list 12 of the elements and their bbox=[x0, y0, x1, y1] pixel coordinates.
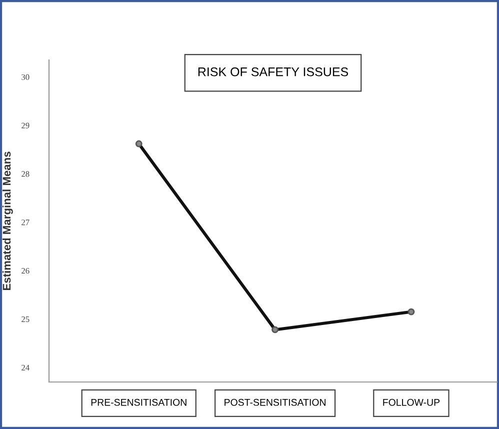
y-tick-label: 27 bbox=[22, 220, 30, 226]
y-tick-label: 30 bbox=[22, 74, 30, 80]
y-axis-title: Estimated Marginal Means bbox=[2, 152, 13, 290]
y-tick-label: 28 bbox=[22, 171, 30, 177]
x-tick-label: FOLLOW-UP bbox=[383, 398, 440, 406]
x-tick-label: PRE-SENSITISATION bbox=[91, 398, 186, 406]
y-tick-label: 24 bbox=[22, 364, 30, 370]
y-tick-label: 26 bbox=[22, 268, 30, 274]
x-tick-label: POST-SENSITISATION bbox=[224, 398, 326, 406]
chart-title: RISK OF SAFETY ISSUES bbox=[198, 67, 348, 76]
y-tick-label: 29 bbox=[22, 122, 30, 128]
y-tick-label: 25 bbox=[22, 316, 30, 322]
